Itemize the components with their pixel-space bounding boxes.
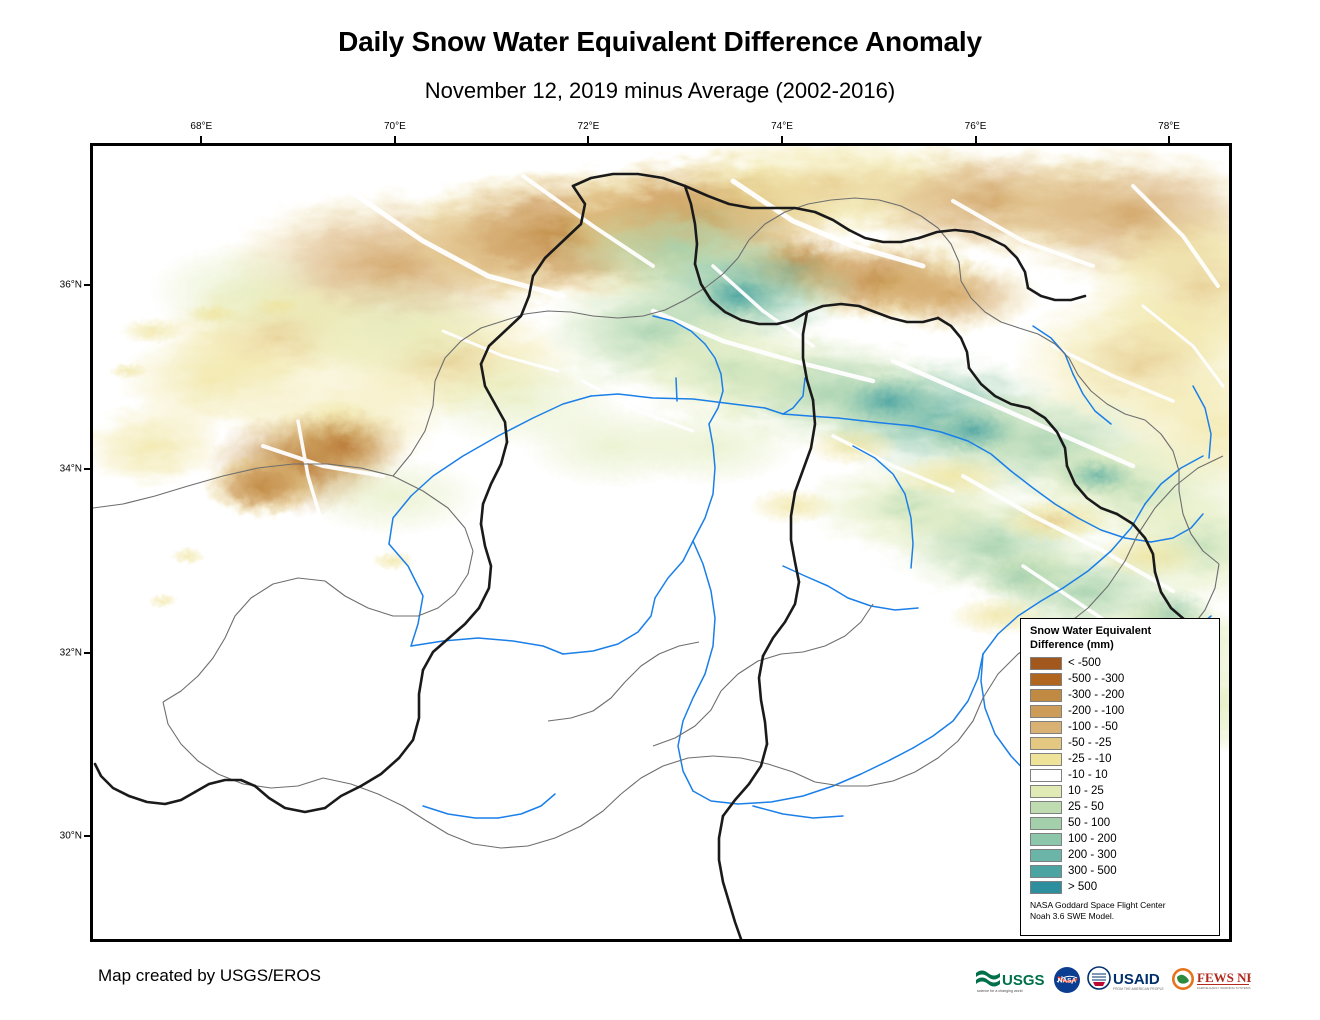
svg-text:USAID: USAID — [1113, 971, 1160, 988]
legend-swatch — [1030, 705, 1062, 718]
legend-entry: < -500 — [1030, 656, 1212, 672]
longitude-tick — [587, 136, 590, 144]
longitude-label: 76°E — [964, 121, 987, 132]
legend-label: 100 - 200 — [1068, 832, 1117, 845]
svg-text:USGS: USGS — [1002, 972, 1045, 989]
legend-entry: -10 - 10 — [1030, 768, 1212, 784]
svg-text:NASA: NASA — [1058, 978, 1077, 985]
legend-entry: -300 - -200 — [1030, 688, 1212, 704]
legend-entry: -100 - -50 — [1030, 720, 1212, 736]
longitude-label: 68°E — [190, 121, 213, 132]
nasa-logo: NASA — [1053, 964, 1081, 996]
map-canvas[interactable] — [93, 146, 1229, 939]
latitude-tick — [84, 651, 92, 654]
legend-swatch — [1030, 833, 1062, 846]
fewsnet-logo: FEWS NET FAMINE EARLY WARNING SYSTEMS NE… — [1171, 964, 1251, 996]
legend-swatch — [1030, 865, 1062, 878]
legend-title: Snow Water Equivalent Difference (mm) — [1030, 625, 1152, 651]
legend-entry: -50 - -25 — [1030, 736, 1212, 752]
usaid-logo: USAID FROM THE AMERICAN PEOPLE — [1087, 964, 1165, 996]
longitude-label: 74°E — [771, 121, 793, 132]
legend-label: -10 - 10 — [1068, 768, 1108, 781]
map-legend: Snow Water Equivalent Difference (mm) < … — [1020, 618, 1220, 936]
legend-entry: -25 - -10 — [1030, 752, 1212, 768]
legend-entry: 50 - 100 — [1030, 816, 1212, 832]
page-subtitle: November 12, 2019 minus Average (2002-20… — [424, 78, 896, 103]
longitude-tick — [1168, 136, 1171, 144]
longitude-label: 70°E — [383, 121, 406, 132]
legend-swatch — [1030, 817, 1062, 830]
legend-entry: -200 - -100 — [1030, 704, 1212, 720]
svg-text:FAMINE EARLY WARNING SYSTEMS N: FAMINE EARLY WARNING SYSTEMS NETWORK — [1197, 986, 1251, 990]
longitude-label: 72°E — [577, 121, 600, 132]
usgs-logo: USGS science for a changing world — [975, 964, 1047, 996]
legend-entries: < -500 -500 - -300 -300 - -200 -200 - -100 -… — [1030, 656, 1212, 896]
latitude-label: 36°N — [59, 279, 82, 291]
map-credit: Map created by USGS/EROS — [98, 966, 321, 985]
legend-swatch — [1030, 753, 1062, 766]
map-frame[interactable] — [90, 143, 1232, 942]
legend-swatch — [1030, 849, 1062, 862]
legend-label: -25 - -10 — [1068, 752, 1112, 765]
legend-entry: 300 - 500 — [1030, 864, 1212, 880]
longitude-tick — [393, 136, 396, 144]
international-boundaries — [93, 172, 1203, 939]
legend-swatch — [1030, 785, 1062, 798]
legend-label: 50 - 100 — [1068, 816, 1111, 829]
legend-swatch — [1030, 673, 1062, 686]
legend-label: -200 - -100 — [1068, 704, 1125, 717]
legend-label: < -500 — [1068, 656, 1101, 669]
legend-label: -300 - -200 — [1068, 688, 1125, 701]
svg-text:FROM THE AMERICAN PEOPLE: FROM THE AMERICAN PEOPLE — [1113, 987, 1165, 991]
legend-entry: 25 - 50 — [1030, 800, 1212, 816]
legend-label: -500 - -300 — [1068, 672, 1125, 685]
legend-swatch — [1030, 801, 1062, 814]
legend-swatch — [1030, 657, 1062, 670]
legend-swatch — [1030, 881, 1062, 894]
legend-swatch — [1030, 689, 1062, 702]
legend-entry: -500 - -300 — [1030, 672, 1212, 688]
legend-swatch — [1030, 737, 1062, 750]
svg-text:FEWS NET: FEWS NET — [1197, 970, 1251, 985]
legend-entry: 10 - 25 — [1030, 784, 1212, 800]
legend-label: -50 - -25 — [1068, 736, 1112, 749]
longitude-label: 78°E — [1158, 121, 1180, 132]
latitude-label: 30°N — [59, 830, 82, 842]
page-title: Daily Snow Water Equivalent Difference A… — [338, 26, 982, 57]
legend-label: 200 - 300 — [1068, 848, 1117, 861]
legend-entry: > 500 — [1030, 880, 1212, 896]
latitude-label: 34°N — [59, 463, 82, 475]
longitude-tick — [780, 136, 783, 144]
agency-logos: USGS science for a changing world NASA U… — [975, 962, 1251, 998]
legend-label: -100 - -50 — [1068, 720, 1118, 733]
legend-swatch — [1030, 721, 1062, 734]
legend-label: > 500 — [1068, 880, 1098, 893]
legend-entry: 100 - 200 — [1030, 832, 1212, 848]
latitude-tick — [84, 835, 92, 838]
legend-swatch — [1030, 769, 1062, 782]
legend-entry: 200 - 300 — [1030, 848, 1212, 864]
legend-label: 300 - 500 — [1068, 864, 1117, 877]
latitude-label: 32°N — [59, 647, 82, 659]
longitude-tick — [974, 136, 977, 144]
svg-text:science for a changing world: science for a changing world — [977, 989, 1023, 993]
longitude-tick — [200, 136, 203, 144]
legend-label: 10 - 25 — [1068, 784, 1104, 797]
legend-label: 25 - 50 — [1068, 800, 1104, 813]
latitude-tick — [84, 468, 92, 471]
legend-source-note: NASA Goddard Space Flight Center Noah 3.… — [1030, 899, 1166, 921]
latitude-tick — [84, 284, 92, 287]
